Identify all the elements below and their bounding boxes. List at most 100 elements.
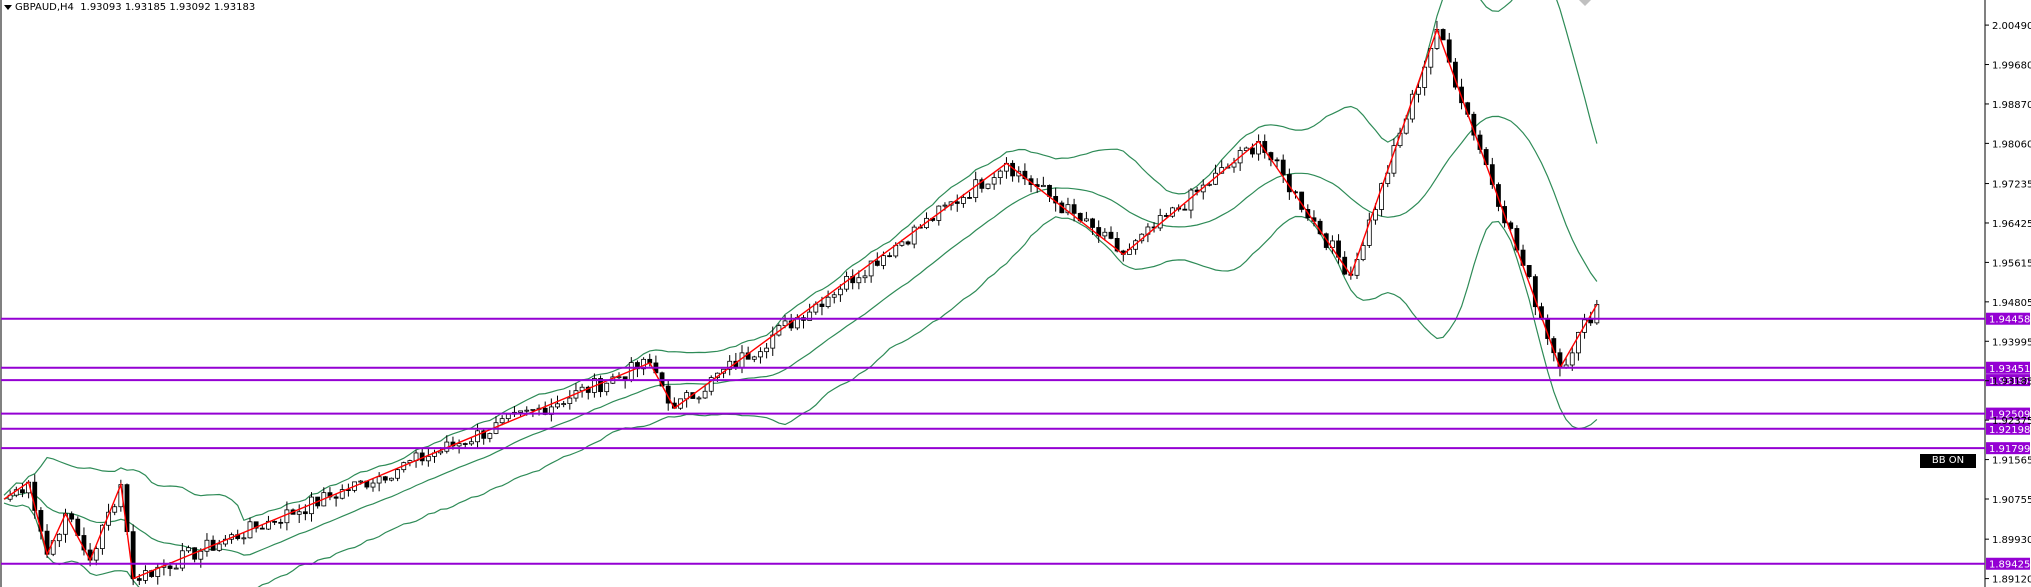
- price-axis: 2.00490 1.99680 1.98870 1.98060 1.97235 1.964…: [1985, 21, 2031, 586]
- candle: [856, 270, 862, 290]
- bull-candle-body: [1040, 184, 1046, 188]
- bull-candle-body: [1373, 209, 1378, 221]
- candle: [216, 539, 222, 552]
- bull-candle-body: [862, 275, 868, 279]
- candle: [370, 478, 376, 492]
- bear-candle-body: [598, 378, 603, 393]
- candle: [468, 438, 474, 446]
- candle: [266, 515, 271, 530]
- candle: [807, 303, 813, 321]
- candle: [1102, 228, 1108, 241]
- scroll-marker-icon: [1579, 0, 1591, 6]
- candle: [1022, 163, 1028, 186]
- candle: [272, 520, 278, 526]
- bear-candle-body: [167, 565, 173, 569]
- bull-candle-body: [241, 537, 247, 540]
- bull-candle-body: [376, 476, 382, 484]
- bull-candle-body: [284, 509, 290, 524]
- bear-candle-body: [1526, 265, 1532, 277]
- bull-candle-body: [186, 547, 191, 552]
- support-resistance-level[interactable]: 1.92198: [1, 422, 2030, 436]
- candle: [56, 533, 62, 548]
- candle: [1526, 265, 1532, 279]
- bull-candle-body: [702, 390, 708, 399]
- bear-candle-body: [272, 520, 278, 523]
- bear-candle-body: [954, 201, 960, 204]
- candle: [204, 533, 210, 557]
- bull-candle-body: [1102, 231, 1108, 237]
- bear-candle-body: [1274, 159, 1280, 162]
- candle: [333, 494, 339, 507]
- bull-candle-body: [1231, 162, 1237, 168]
- bull-candle-body: [991, 177, 997, 185]
- candle: [1440, 28, 1446, 41]
- candle: [143, 565, 148, 584]
- bear-candle-body: [1114, 238, 1120, 252]
- candle: [1090, 217, 1095, 235]
- bull-candle-body: [216, 543, 222, 551]
- bull-candle-body: [505, 413, 511, 420]
- price-tick-label: 1.97235: [1992, 180, 2031, 191]
- bull-candle-body: [604, 382, 610, 393]
- bull-candle-body: [1366, 219, 1372, 246]
- bull-candle-body: [389, 477, 394, 481]
- support-resistance-level[interactable]: 1.93451: [1, 361, 2030, 375]
- level-label-bg: [1986, 312, 2030, 325]
- bull-candle-body: [499, 418, 505, 424]
- bull-candle-body: [911, 226, 917, 245]
- price-tick-label: 1.94805: [1992, 298, 2031, 309]
- dropdown-triangle-icon[interactable]: [4, 4, 12, 10]
- support-resistance-level[interactable]: 1.93197: [1, 374, 2030, 387]
- bull-candle-body: [143, 570, 148, 581]
- bull-candle-body: [518, 410, 523, 413]
- level-label-bg: [1986, 422, 2030, 435]
- bear-candle-body: [1022, 170, 1028, 180]
- bull-candle-body: [807, 311, 813, 321]
- support-resistance-level[interactable]: 1.89425: [1, 557, 2030, 571]
- candle: [708, 375, 714, 396]
- bollinger-bands: [3, 0, 1598, 587]
- candle: [598, 375, 603, 398]
- bear-candle-body: [1108, 231, 1114, 239]
- level-label: 1.93197: [1989, 376, 2030, 387]
- support-resistance-level[interactable]: 1.94458: [1, 312, 2030, 326]
- candle: [1084, 211, 1089, 223]
- bear-candle-body: [1496, 184, 1501, 207]
- candle: [997, 169, 1003, 185]
- candle: [1532, 274, 1538, 316]
- candle: [665, 379, 671, 411]
- bb-toggle-button[interactable]: BB ON: [1920, 454, 1976, 468]
- level-label-bg: [1986, 374, 2030, 387]
- bear-candle-body: [967, 197, 972, 199]
- candle: [567, 390, 573, 410]
- bull-candle-body: [1360, 245, 1366, 260]
- support-resistance-level[interactable]: 1.91799: [1, 442, 2030, 455]
- bb-middle-line: [3, 115, 1598, 556]
- bull-candle-body: [475, 430, 480, 443]
- bear-candle-body: [1459, 86, 1464, 104]
- level-label-bg: [1986, 407, 2030, 420]
- bull-candle-body: [942, 204, 948, 207]
- price-tick-label: 1.92375: [1992, 416, 2031, 427]
- candle: [284, 501, 290, 531]
- candle: [868, 260, 874, 283]
- candle: [241, 532, 247, 545]
- support-resistance-level[interactable]: 1.92509: [1, 407, 2030, 421]
- plot-area: [0, 0, 1985, 587]
- bull-candle-body: [524, 409, 530, 412]
- price-tick-label: 1.93995: [1992, 337, 2031, 348]
- candle: [389, 477, 394, 482]
- bull-candle-body: [112, 506, 118, 513]
- bull-candle-body: [1416, 87, 1421, 95]
- candle: [905, 240, 911, 246]
- bull-candle-body: [696, 397, 702, 400]
- bear-candle-body: [69, 513, 75, 520]
- bull-candle-body: [56, 533, 62, 542]
- symbol-label: GBPAUD,H4: [15, 2, 74, 13]
- bull-candle-body: [198, 550, 204, 560]
- level-label: 1.92198: [1989, 425, 2030, 436]
- bear-candle-body: [1280, 159, 1286, 175]
- bull-candle-body: [468, 441, 474, 445]
